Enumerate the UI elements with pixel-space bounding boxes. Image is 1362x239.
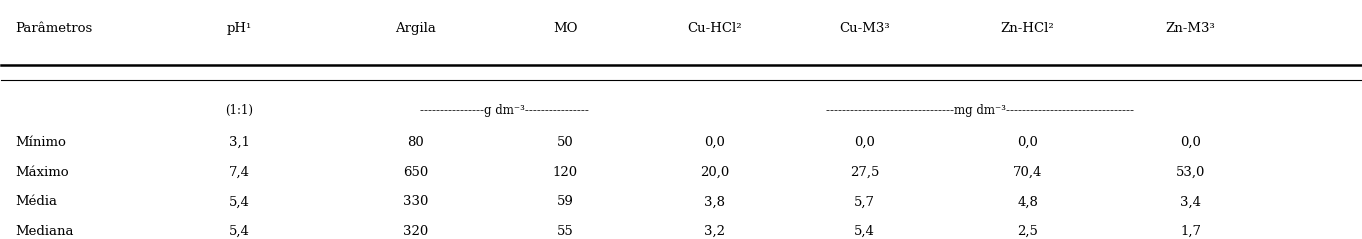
Text: 5,7: 5,7 bbox=[854, 196, 874, 208]
Text: --------------------------------mg dm⁻³--------------------------------: --------------------------------mg dm⁻³-… bbox=[825, 104, 1135, 117]
Text: 3,8: 3,8 bbox=[704, 196, 726, 208]
Text: 3,4: 3,4 bbox=[1181, 196, 1201, 208]
Text: 5,4: 5,4 bbox=[229, 196, 249, 208]
Text: Média: Média bbox=[15, 196, 57, 208]
Text: 320: 320 bbox=[403, 225, 429, 238]
Text: 20,0: 20,0 bbox=[700, 166, 730, 179]
Text: Cu-HCl²: Cu-HCl² bbox=[688, 22, 742, 35]
Text: 53,0: 53,0 bbox=[1175, 166, 1205, 179]
Text: Argila: Argila bbox=[395, 22, 436, 35]
Text: 0,0: 0,0 bbox=[704, 136, 726, 149]
Text: Mediana: Mediana bbox=[15, 225, 74, 238]
Text: 5,4: 5,4 bbox=[854, 225, 874, 238]
Text: 27,5: 27,5 bbox=[850, 166, 880, 179]
Text: 50: 50 bbox=[557, 136, 573, 149]
Text: 120: 120 bbox=[553, 166, 577, 179]
Text: 0,0: 0,0 bbox=[1181, 136, 1201, 149]
Text: 1,7: 1,7 bbox=[1181, 225, 1201, 238]
Text: 3,1: 3,1 bbox=[229, 136, 249, 149]
Text: pH¹: pH¹ bbox=[226, 22, 252, 35]
Text: 59: 59 bbox=[557, 196, 573, 208]
Text: Zn-M3³: Zn-M3³ bbox=[1166, 22, 1215, 35]
Text: 0,0: 0,0 bbox=[854, 136, 874, 149]
Text: 70,4: 70,4 bbox=[1013, 166, 1042, 179]
Text: 55: 55 bbox=[557, 225, 573, 238]
Text: 0,0: 0,0 bbox=[1017, 136, 1038, 149]
Text: ----------------g dm⁻³----------------: ----------------g dm⁻³---------------- bbox=[419, 104, 588, 117]
Text: 4,8: 4,8 bbox=[1017, 196, 1038, 208]
Text: Cu-M3³: Cu-M3³ bbox=[839, 22, 889, 35]
Text: 650: 650 bbox=[403, 166, 429, 179]
Text: Máximo: Máximo bbox=[15, 166, 68, 179]
Text: 330: 330 bbox=[403, 196, 429, 208]
Text: 5,4: 5,4 bbox=[229, 225, 249, 238]
Text: MO: MO bbox=[553, 22, 577, 35]
Text: Zn-HCl²: Zn-HCl² bbox=[1001, 22, 1054, 35]
Text: 80: 80 bbox=[407, 136, 425, 149]
Text: Parâmetros: Parâmetros bbox=[15, 22, 93, 35]
Text: (1:1): (1:1) bbox=[225, 104, 253, 117]
Text: 3,2: 3,2 bbox=[704, 225, 726, 238]
Text: 7,4: 7,4 bbox=[229, 166, 249, 179]
Text: 2,5: 2,5 bbox=[1017, 225, 1038, 238]
Text: Mínimo: Mínimo bbox=[15, 136, 65, 149]
